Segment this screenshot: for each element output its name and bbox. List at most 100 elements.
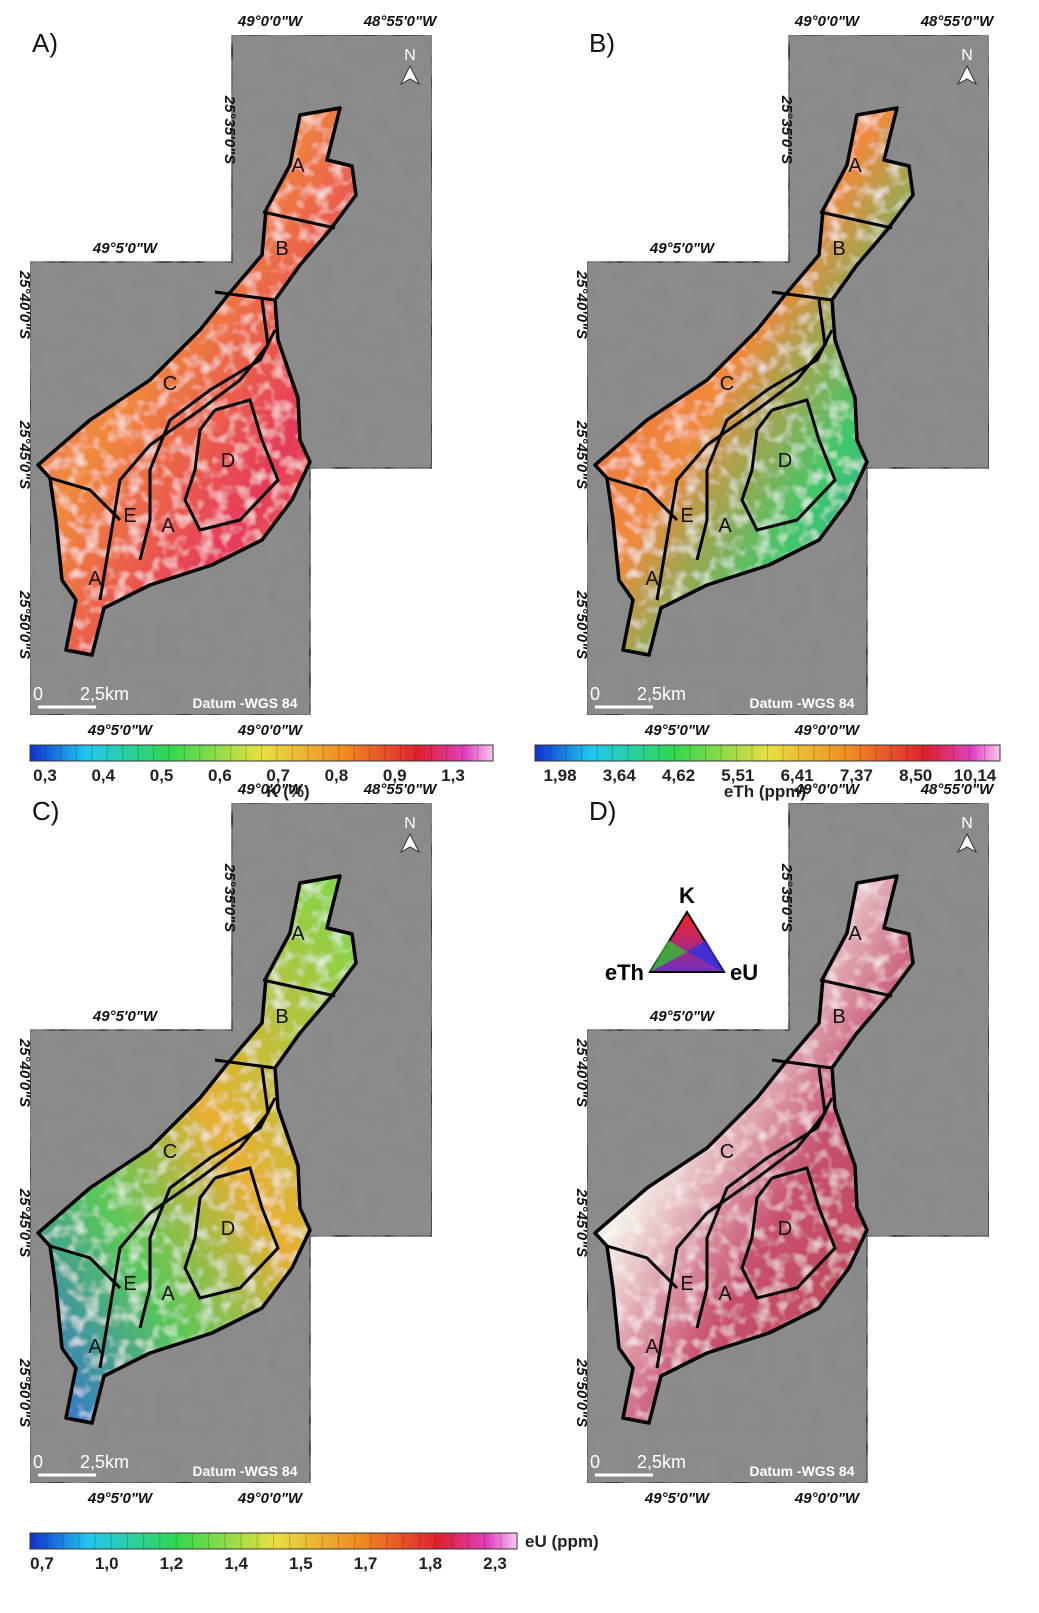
geology-outline — [36, 106, 358, 657]
unit-label: D — [221, 450, 235, 472]
bottom-longitude: 49°0'0"W — [794, 722, 861, 739]
unit-label: C — [720, 373, 734, 395]
latitude: 25°35'0"S — [221, 863, 238, 932]
colorbar-title: K (%) — [266, 782, 309, 801]
unit-label: C — [720, 1141, 734, 1163]
unit-boundary — [695, 1097, 834, 1329]
north-arrow — [956, 64, 978, 86]
colorbar-tick-label: 1,4 — [224, 1554, 248, 1573]
unit-boundary — [606, 476, 679, 522]
latitude: 25°40'0"S — [573, 1038, 590, 1107]
colorbar — [534, 744, 1001, 762]
ternary-green — [650, 940, 687, 972]
latitude: 25°45'0"S — [573, 420, 590, 489]
ternary-eu: eU — [730, 960, 758, 985]
colorbar-tick-label: 1,98 — [543, 766, 576, 785]
map-panel: A) 49°0'0"W 48°55'0"W 49°5'0"W 25°35'0"S 25°4… — [16, 13, 438, 739]
geology-outline — [36, 874, 358, 1425]
north-label: N — [961, 47, 973, 64]
colorbar-tick-label: 1,5 — [289, 1554, 313, 1573]
unit-label: B — [275, 1006, 288, 1028]
unit-label: E — [123, 505, 136, 527]
bottom-longitude: 49°5'0"W — [644, 722, 711, 739]
unit-label: A — [645, 568, 659, 590]
north-arrow — [956, 832, 978, 854]
unit-boundary — [214, 1058, 276, 1070]
inner-longitude: 49°5'0"W — [649, 1008, 716, 1025]
top-longitude: 48°55'0"W — [363, 13, 438, 30]
north-arrow — [399, 832, 421, 854]
inner-longitude: 49°5'0"W — [92, 240, 159, 257]
unit-boundary — [49, 1244, 122, 1290]
scale-length: 2,5km — [637, 684, 686, 704]
colorbar-tick-label: 0,7 — [266, 766, 290, 785]
datum: Datum -WGS 84 — [749, 1463, 854, 1479]
unit-label: A — [291, 923, 305, 945]
colorbar-tick-label: 1,8 — [418, 1554, 442, 1573]
unit-boundary — [695, 329, 834, 561]
bottom-longitude: 49°0'0"W — [794, 1490, 861, 1507]
scale-zero: 0 — [590, 684, 600, 704]
colorbar-tick-label: 0,7 — [30, 1554, 54, 1573]
latitude: 25°50'0"S — [573, 1358, 590, 1427]
north-arrow — [399, 64, 421, 86]
latitude: 25°50'0"S — [16, 590, 33, 659]
latitude: 25°50'0"S — [16, 1358, 33, 1427]
panel-label: B) — [589, 28, 615, 58]
datum: Datum -WGS 84 — [192, 1463, 297, 1479]
inner-longitude: 49°5'0"W — [649, 240, 716, 257]
unit-label: A — [848, 155, 862, 177]
unit-boundary — [49, 476, 122, 522]
scale-zero: 0 — [33, 684, 43, 704]
bottom-longitude: 49°0'0"W — [237, 722, 304, 739]
ternary-k: K — [679, 883, 695, 908]
latitude: 25°45'0"S — [16, 1188, 33, 1257]
latitude: 25°50'0"S — [573, 590, 590, 659]
unit-boundary — [183, 1166, 280, 1300]
map-panel: D) 49°0'0"W 48°55'0"W 49°5'0"W 25°35'0"S 25°4… — [573, 781, 995, 1507]
map-panel: C) 49°0'0"W 48°55'0"W 49°5'0"W 25°35'0"S 25°4… — [16, 781, 438, 1507]
unit-boundary — [771, 1058, 833, 1070]
latitude: 25°35'0"S — [778, 95, 795, 164]
scale-zero: 0 — [590, 1452, 600, 1472]
unit-label: A — [718, 515, 732, 537]
datum: Datum -WGS 84 — [192, 695, 297, 711]
unit-boundary — [740, 1166, 837, 1300]
ternary-blue — [687, 940, 724, 972]
latitude: 25°40'0"S — [573, 270, 590, 339]
colorbar-title: eTh (ppm) — [724, 782, 806, 801]
unit-label: B — [275, 238, 288, 260]
unit-boundary — [262, 210, 336, 230]
latitude: 25°40'0"S — [16, 270, 33, 339]
colorbar-title: eU (ppm) — [525, 1532, 599, 1551]
colorbar-tick-label: 1,7 — [354, 1554, 378, 1573]
unit-label: D — [778, 450, 792, 472]
top-longitude: 49°0'0"W — [237, 781, 304, 798]
colorbar — [29, 744, 494, 762]
top-longitude: 48°55'0"W — [920, 13, 995, 30]
latitude: 25°40'0"S — [16, 1038, 33, 1107]
colorbar-tick-label: 0,8 — [325, 766, 349, 785]
unit-boundary — [819, 978, 893, 998]
north-label: N — [404, 815, 416, 832]
scale-length: 2,5km — [637, 1452, 686, 1472]
map-panel: B) 49°0'0"W 48°55'0"W 49°5'0"W 25°35'0"S 25°4… — [573, 13, 995, 739]
colorbar-tick-label: 1,0 — [95, 1554, 119, 1573]
top-longitude: 49°0'0"W — [794, 13, 861, 30]
bottom-longitude: 49°5'0"W — [87, 722, 154, 739]
bottom-longitude: 49°5'0"W — [644, 1490, 711, 1507]
top-longitude: 49°0'0"W — [794, 781, 861, 798]
colorbar-tick-label: 8,50 — [899, 766, 932, 785]
latitude: 25°45'0"S — [573, 1188, 590, 1257]
colorbar-tick-label: 0,4 — [91, 766, 115, 785]
north-label: N — [404, 47, 416, 64]
unit-label: E — [123, 1273, 136, 1295]
unit-label: A — [88, 1336, 102, 1358]
panel-label: A) — [32, 28, 58, 58]
colorbar-tick-label: 7,37 — [840, 766, 873, 785]
unit-label: D — [778, 1218, 792, 1240]
unit-boundary — [183, 398, 280, 532]
colorbar — [29, 1532, 518, 1550]
unit-boundary — [138, 1097, 277, 1329]
unit-label: D — [221, 1218, 235, 1240]
